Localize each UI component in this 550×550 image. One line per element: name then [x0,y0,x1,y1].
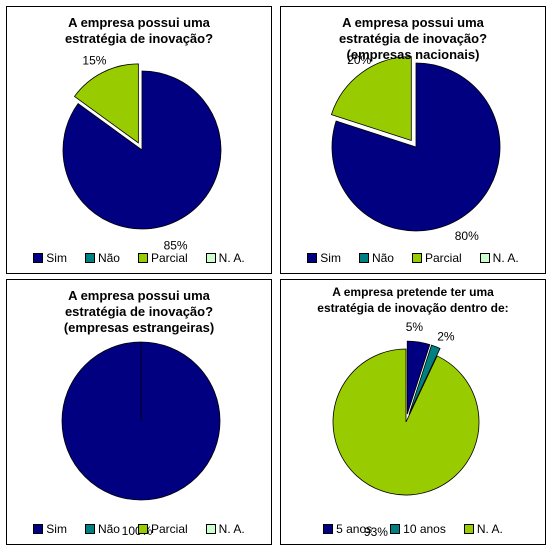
legend-swatch [323,524,334,534]
legend-item: Não [84,251,120,265]
chart-title-line-1: A empresa possui uma [68,288,210,303]
data-label: 93% [364,525,388,539]
legend-label: Parcial [150,251,188,265]
legend-swatch [84,524,95,534]
pie-chart-panel-timeframe: 5% 2% 93% A empresa pretende ter uma estra… [280,279,546,545]
pie-slice [332,348,480,496]
legend-item: Sim [307,251,341,265]
legend-label: Sim [46,522,67,536]
chart-title-line-2: estratégia de inovação? [338,31,488,46]
pie-slice [331,62,501,232]
chart-legend: Sim Não Parcial N. A. [281,251,545,265]
legend-item: N. A. [205,522,245,536]
legend-item: Parcial [137,522,188,536]
pie-slice [330,56,412,142]
legend-swatch [411,253,422,263]
chart-legend: Sim Não Parcial N. A. [7,522,271,536]
chart-legend: 5 anos 10 anos N. A. [281,522,545,536]
legend-item: 10 anos [390,522,446,536]
pie-slice [62,70,222,230]
pie-chart-panel-national: 80% 20% A empresa possui uma estratégia d… [280,6,546,274]
legend-swatch [33,253,44,263]
chart-legend: Sim Não Parcial N. A. [7,251,271,265]
data-label: 20% [347,53,371,67]
legend-label: N. A. [218,251,245,265]
chart-title: A empresa possui uma estratégia de inova… [7,288,271,336]
legend-swatch [463,524,474,534]
legend-label: Parcial [150,522,188,536]
chart-title: A empresa possui uma estratégia de inova… [7,15,271,47]
legend-swatch [479,253,490,263]
legend-label: N. A. [492,251,519,265]
legend-item: N. A. [205,251,245,265]
data-label: 5% [406,320,424,334]
pie-slice [73,63,139,144]
legend-label: Não [97,522,120,536]
legend-swatch [307,253,318,263]
legend-swatch [390,524,401,534]
pie-chart-svg: 85% 15% [62,53,222,253]
data-label: 2% [437,329,455,343]
legend-swatch [205,524,216,534]
legend-item: Sim [33,251,67,265]
legend-swatch [358,253,369,263]
legend-item: 5 anos [323,522,372,536]
chart-title-line-2: estratégia de inovação? [64,31,214,46]
legend-label: Sim [46,251,67,265]
legend-item: Parcial [137,251,188,265]
chart-title-line-2: estratégia de inovação? [64,304,214,319]
legend-item: Parcial [411,251,462,265]
chart-title-line-1: A empresa possui uma [68,15,210,30]
legend-swatch [137,524,148,534]
data-label: 85% [164,239,188,253]
chart-title-line-2: estratégia de inovação dentro de: [317,301,509,315]
legend-swatch [205,253,216,263]
legend-item: Não [84,522,120,536]
legend-swatch [33,524,44,534]
pie-slice [406,340,431,415]
legend-label: Parcial [424,251,462,265]
chart-title-line-1: A empresa possui uma [342,15,484,30]
pie-chart-svg: 5% 2% 93% [332,320,480,539]
legend-label: 5 anos [336,522,373,536]
chart-title: A empresa possui uma estratégia de inova… [281,15,545,63]
legend-item: N. A. [463,522,503,536]
legend-item: Não [358,251,394,265]
chart-title-line-1: A empresa pretende ter uma [332,285,494,299]
legend-label: N. A. [476,522,503,536]
legend-item: Sim [33,522,67,536]
chart-title: A empresa pretende ter uma estratégia de… [281,284,545,316]
chart-title-line-3: (empresas nacionais) [346,47,480,62]
pie-slice [408,344,441,415]
legend-swatch [84,253,95,263]
pie-chart-svg: 80% 20% [330,53,501,243]
legend-label: N. A. [218,522,245,536]
pie-chart-panel-strategy: 85% 15% A empresa possui uma estratégia d… [6,6,272,274]
legend-item: N. A. [479,251,519,265]
chart-title-line-3: (empresas estrangeiras) [63,320,215,335]
pie-chart-svg: 100% [61,341,221,538]
legend-swatch [137,253,148,263]
legend-label: 10 anos [403,522,446,536]
data-label: 80% [455,229,479,243]
legend-label: Não [371,251,394,265]
data-label: 15% [82,53,106,67]
pie-chart-panel-foreign: 100% A empresa possui uma estratégia de … [6,279,272,545]
legend-label: Sim [320,251,341,265]
legend-label: Não [97,251,120,265]
